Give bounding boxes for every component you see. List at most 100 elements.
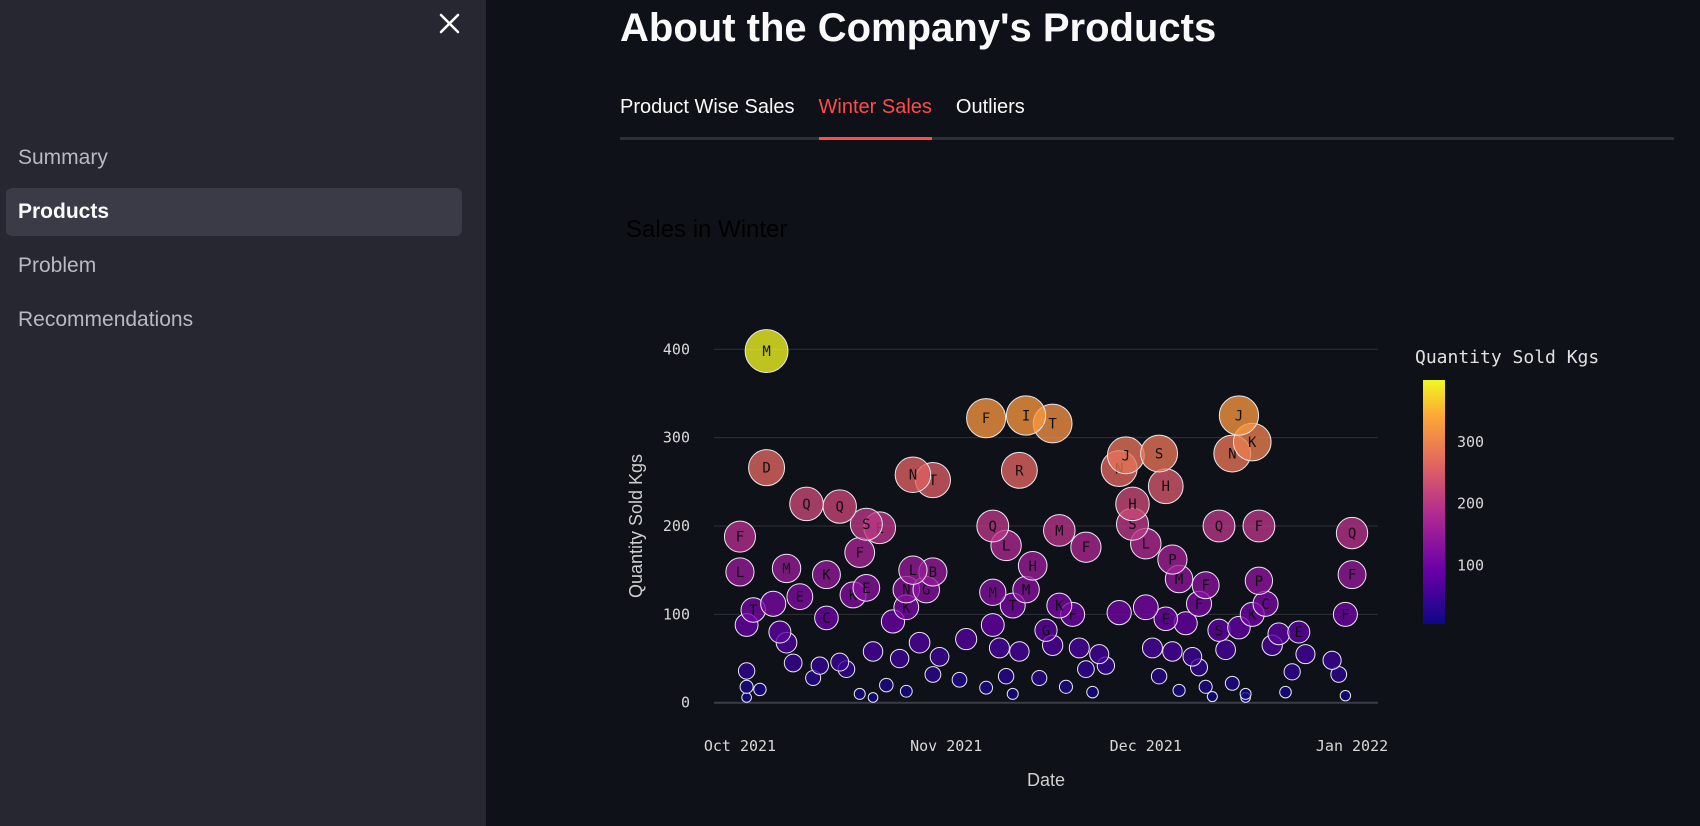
bubble-point[interactable] — [1283, 663, 1301, 681]
bubble-label: S — [1215, 623, 1223, 639]
bubble-point[interactable] — [1267, 622, 1291, 646]
bubble-point[interactable] — [980, 613, 1005, 637]
bubble-point[interactable] — [1005, 395, 1047, 436]
sidebar-item-problem[interactable]: Problem — [18, 254, 97, 277]
sidebar-item-summary[interactable]: Summary — [18, 146, 108, 169]
bubble-point[interactable] — [1058, 679, 1073, 694]
bubble-point[interactable] — [1068, 637, 1090, 659]
bubble-point[interactable] — [771, 553, 802, 584]
bubble-point[interactable] — [1182, 646, 1203, 667]
tab-outliers[interactable]: Outliers — [955, 96, 1025, 118]
bubble-point[interactable] — [1332, 601, 1358, 627]
bubble-point[interactable] — [1202, 509, 1236, 543]
bubble-point[interactable] — [753, 682, 767, 697]
bubble-point[interactable] — [853, 687, 866, 700]
bubble-point[interactable] — [1017, 550, 1048, 581]
bubble-point[interactable] — [1242, 509, 1276, 543]
bubble-point[interactable] — [812, 560, 841, 590]
bubble-point[interactable] — [966, 398, 1007, 439]
tab-product-wise-sales[interactable]: Product Wise Sales — [620, 96, 795, 118]
bubble-point[interactable] — [1043, 514, 1076, 547]
bubble-point[interactable] — [1153, 606, 1179, 632]
bubble-point[interactable] — [786, 583, 814, 611]
bubble-point[interactable] — [862, 641, 884, 662]
bubble-label: M — [989, 585, 997, 601]
bubble-point[interactable] — [1034, 618, 1058, 642]
bubble-point[interactable] — [1132, 594, 1159, 621]
bubble-point[interactable] — [1000, 451, 1038, 489]
bubble-point[interactable] — [1295, 644, 1316, 665]
bubble-point[interactable] — [1086, 685, 1099, 699]
bubble-point[interactable] — [979, 578, 1007, 606]
bubble-point[interactable] — [1009, 641, 1030, 662]
bubble-point[interactable] — [951, 671, 968, 688]
sidebar-item-recommendations[interactable]: Recommendations — [18, 308, 194, 331]
bubble-point[interactable] — [1279, 685, 1292, 699]
bubble-point[interactable] — [997, 668, 1015, 685]
bubble-point[interactable] — [1031, 669, 1048, 687]
bubble-point[interactable] — [814, 605, 839, 631]
bubble-point[interactable] — [830, 652, 850, 672]
bubble-point[interactable] — [1339, 689, 1352, 702]
bubble-point[interactable] — [988, 637, 1010, 659]
bubble-point[interactable] — [744, 329, 789, 373]
bubble-point[interactable] — [979, 680, 994, 695]
bubble-point[interactable] — [1239, 687, 1252, 700]
bubble-point[interactable] — [1198, 679, 1213, 694]
bubble-point[interactable] — [1322, 650, 1342, 670]
bubble-point[interactable] — [1172, 683, 1186, 697]
bubble-point[interactable] — [1157, 544, 1188, 575]
bubble-label: M — [1022, 583, 1030, 599]
bubble-point[interactable] — [1206, 691, 1218, 703]
bubble-point[interactable] — [1224, 675, 1240, 691]
bubble-point[interactable] — [1287, 620, 1311, 644]
bubble-point[interactable] — [1006, 687, 1019, 700]
bubble-point[interactable] — [1070, 531, 1102, 563]
bubble-point[interactable] — [852, 574, 881, 602]
bubble-point[interactable] — [768, 620, 792, 644]
bubble-point[interactable] — [1162, 641, 1183, 662]
bubble-point[interactable] — [899, 684, 913, 698]
bubble-point[interactable] — [929, 646, 950, 667]
tab-winter-sales[interactable]: Winter Sales — [818, 90, 933, 140]
bubble-point[interactable] — [1077, 660, 1095, 679]
bubble-point[interactable] — [867, 692, 879, 703]
bubble-point[interactable] — [924, 666, 942, 683]
bubble-point[interactable] — [1150, 668, 1168, 685]
bubble-point[interactable] — [879, 677, 894, 693]
bubble-point[interactable] — [894, 456, 932, 494]
bubble-point[interactable] — [908, 631, 931, 654]
bubble-point[interactable] — [849, 507, 883, 541]
bubble-point[interactable] — [760, 590, 787, 617]
bubble-point[interactable] — [1115, 486, 1150, 522]
bubble-point[interactable] — [1244, 566, 1274, 595]
bubble-point[interactable] — [783, 653, 803, 673]
bubble-point[interactable] — [1337, 560, 1367, 590]
bubble-point[interactable] — [898, 555, 928, 585]
sidebar-item-products[interactable]: Products — [6, 188, 462, 236]
bubble-point[interactable] — [723, 520, 756, 553]
bubble-point[interactable] — [1106, 600, 1132, 626]
close-sidebar-button[interactable] — [436, 8, 464, 38]
bubble-point[interactable] — [1089, 644, 1110, 665]
bubble-label: F — [1068, 607, 1076, 623]
bubble-point[interactable] — [1218, 395, 1260, 436]
bubble-point[interactable] — [1141, 637, 1163, 659]
y-tick-label: 300 — [663, 429, 690, 447]
bubble-point[interactable] — [748, 449, 786, 487]
bubble-point[interactable] — [1140, 434, 1179, 473]
bubble-point[interactable] — [737, 662, 756, 680]
bubble-point[interactable] — [725, 557, 755, 587]
bubble-point[interactable] — [1046, 592, 1073, 619]
bubble-point[interactable] — [741, 692, 752, 703]
bubble-point[interactable] — [1335, 516, 1369, 550]
bubble-point[interactable] — [976, 509, 1010, 543]
bubble-label: K — [822, 568, 831, 584]
bubble-point[interactable] — [1191, 571, 1220, 600]
bubble-point[interactable] — [955, 628, 978, 651]
bubble-point[interactable] — [889, 648, 910, 669]
bubble-point[interactable] — [810, 656, 829, 675]
bubble-point[interactable] — [789, 486, 824, 522]
bubble-point[interactable] — [1215, 639, 1236, 661]
bubble-point[interactable] — [739, 679, 754, 694]
